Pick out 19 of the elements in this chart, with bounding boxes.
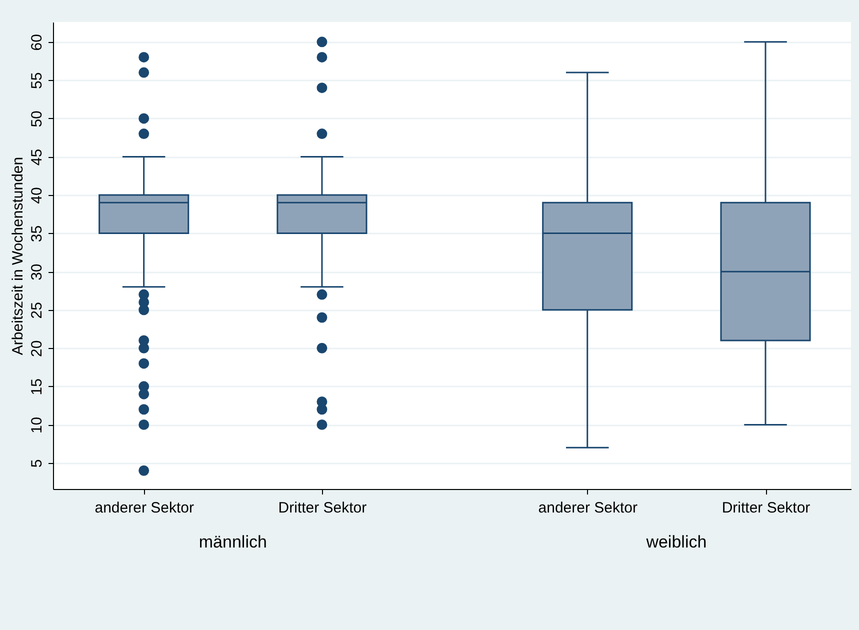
y-tick-label: 25 — [28, 302, 46, 319]
y-tick-label: 60 — [28, 34, 46, 51]
y-tick-label: 50 — [28, 110, 46, 128]
y-tick-label: 40 — [28, 187, 46, 204]
y-tick-label: 10 — [28, 416, 46, 434]
y-tick-label: 55 — [28, 72, 46, 90]
x-tick-label: anderer Sektor — [538, 500, 638, 516]
y-axis-title: Arbeitszeit in Wochenstunden — [10, 156, 26, 356]
y-tick-label: 5 — [28, 459, 46, 468]
y-tick-label: 30 — [28, 264, 46, 280]
x-tick-label: Dritter Sektor — [722, 500, 810, 516]
y-tick-label: 20 — [28, 340, 46, 357]
y-tick-label: 35 — [28, 225, 46, 242]
y-tick-label: 15 — [28, 378, 46, 396]
text: männlich — [198, 532, 267, 552]
text: weiblich — [645, 532, 707, 552]
x-tick-label: Dritter Sektor — [278, 500, 367, 516]
y-tick-label: 45 — [28, 148, 46, 166]
x-tick-label: anderer Sektor — [94, 500, 194, 516]
